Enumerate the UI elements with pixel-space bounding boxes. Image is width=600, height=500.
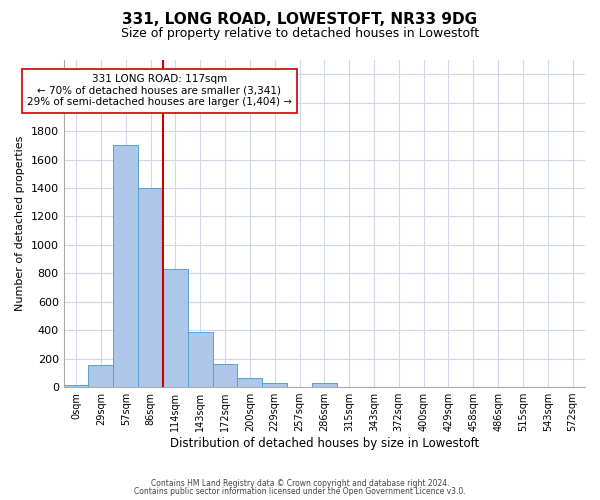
Text: Contains HM Land Registry data © Crown copyright and database right 2024.: Contains HM Land Registry data © Crown c… bbox=[151, 478, 449, 488]
Bar bbox=[138, 188, 163, 387]
Text: Contains public sector information licensed under the Open Government Licence v3: Contains public sector information licen… bbox=[134, 487, 466, 496]
Bar bbox=[262, 383, 287, 387]
Bar bbox=[188, 332, 212, 387]
Bar bbox=[312, 383, 337, 387]
Text: 331 LONG ROAD: 117sqm
← 70% of detached houses are smaller (3,341)
29% of semi-d: 331 LONG ROAD: 117sqm ← 70% of detached … bbox=[27, 74, 292, 108]
Y-axis label: Number of detached properties: Number of detached properties bbox=[15, 136, 25, 311]
Bar bbox=[212, 364, 238, 387]
Bar bbox=[64, 385, 88, 387]
Bar bbox=[163, 269, 188, 387]
Text: 331, LONG ROAD, LOWESTOFT, NR33 9DG: 331, LONG ROAD, LOWESTOFT, NR33 9DG bbox=[122, 12, 478, 28]
Bar bbox=[238, 378, 262, 387]
X-axis label: Distribution of detached houses by size in Lowestoft: Distribution of detached houses by size … bbox=[170, 437, 479, 450]
Bar bbox=[88, 365, 113, 387]
Text: Size of property relative to detached houses in Lowestoft: Size of property relative to detached ho… bbox=[121, 28, 479, 40]
Bar bbox=[113, 146, 138, 387]
